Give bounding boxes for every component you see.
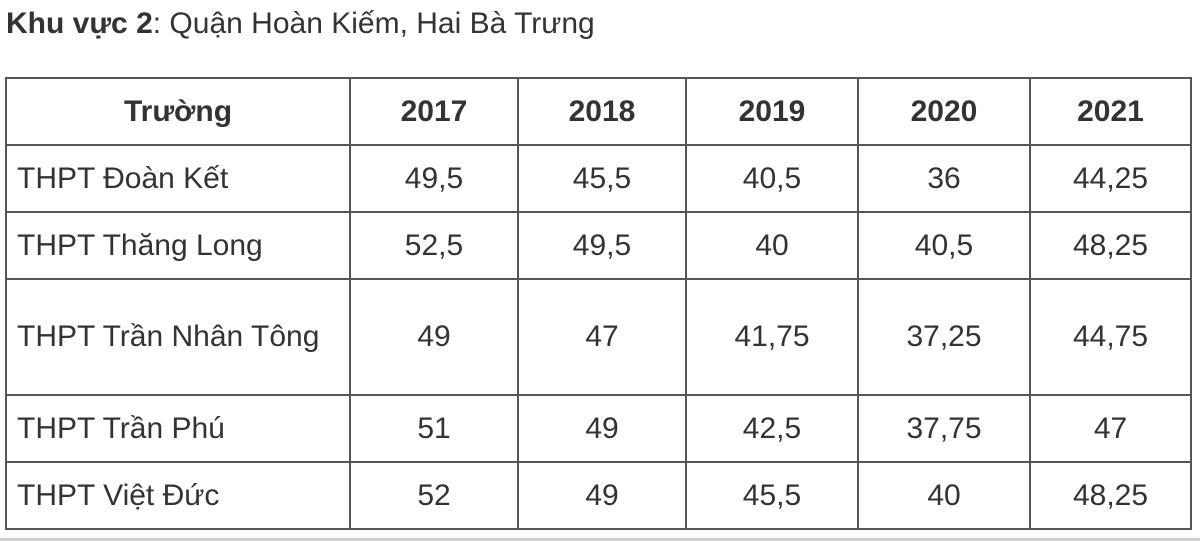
score-cell: 40,5 <box>857 211 1031 280</box>
score-cell: 45,5 <box>517 144 687 213</box>
bottom-divider <box>0 538 1200 541</box>
score-cell: 40 <box>685 211 859 280</box>
school-name-cell: THPT Đoàn Kết <box>5 144 351 213</box>
table-header-row: Trường 2017 2018 2019 2020 2021 <box>5 77 1192 146</box>
school-name-cell: THPT Trần Nhân Tông <box>5 278 351 396</box>
score-cell: 49 <box>349 278 519 396</box>
score-cell: 48,25 <box>1029 461 1192 530</box>
score-cell: 51 <box>349 394 519 463</box>
column-header-2018: 2018 <box>517 77 687 146</box>
score-cell: 40,5 <box>685 144 859 213</box>
score-cell: 49,5 <box>517 211 687 280</box>
table-row: THPT Trần Nhân Tông 49 47 41,75 37,25 44… <box>5 278 1192 396</box>
score-cell: 47 <box>1029 394 1192 463</box>
column-header-2019: 2019 <box>685 77 859 146</box>
section-heading-text: : Quận Hoàn Kiếm, Hai Bà Trưng <box>152 7 595 40</box>
school-name-cell: THPT Trần Phú <box>5 394 351 463</box>
score-cell: 52 <box>349 461 519 530</box>
score-cell: 47 <box>517 278 687 396</box>
column-header-2017: 2017 <box>349 77 519 146</box>
section-heading: Khu vực 2: Quận Hoàn Kiếm, Hai Bà Trưng <box>6 4 595 44</box>
section-heading-lead: Khu vực 2 <box>6 7 153 40</box>
score-cell: 42,5 <box>685 394 859 463</box>
score-cell: 49,5 <box>349 144 519 213</box>
score-cell: 45,5 <box>685 461 859 530</box>
table-row: THPT Trần Phú 51 49 42,5 37,75 47 <box>5 394 1192 463</box>
table-row: THPT Thăng Long 52,5 49,5 40 40,5 48,25 <box>5 211 1192 280</box>
column-header-2021: 2021 <box>1029 77 1192 146</box>
score-cell: 49 <box>517 394 687 463</box>
table-row: THPT Việt Đức 52 49 45,5 40 48,25 <box>5 461 1192 530</box>
score-cell: 49 <box>517 461 687 530</box>
score-cell: 44,25 <box>1029 144 1192 213</box>
score-cell: 41,75 <box>685 278 859 396</box>
score-cell: 36 <box>857 144 1031 213</box>
column-header-2020: 2020 <box>857 77 1031 146</box>
admission-scores-table: Trường 2017 2018 2019 2020 2021 THPT Đoà… <box>5 77 1192 530</box>
score-cell: 44,75 <box>1029 278 1192 396</box>
score-cell: 37,25 <box>857 278 1031 396</box>
score-cell: 52,5 <box>349 211 519 280</box>
column-header-school: Trường <box>5 77 351 146</box>
table-row: THPT Đoàn Kết 49,5 45,5 40,5 36 44,25 <box>5 144 1192 213</box>
school-name-cell: THPT Việt Đức <box>5 461 351 530</box>
score-cell: 48,25 <box>1029 211 1192 280</box>
score-cell: 40 <box>857 461 1031 530</box>
school-name-cell: THPT Thăng Long <box>5 211 351 280</box>
score-cell: 37,75 <box>857 394 1031 463</box>
